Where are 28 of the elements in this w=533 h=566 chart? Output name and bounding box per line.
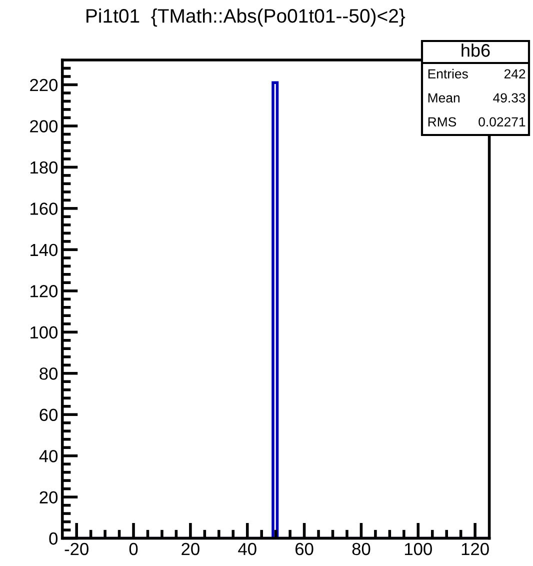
annotation: 0.02271 xyxy=(478,117,526,127)
y-tick-label: 180 xyxy=(30,161,58,174)
y-tick-label: 20 xyxy=(40,491,58,504)
y-tick-label: 80 xyxy=(40,368,58,380)
x-tick-label: 0 xyxy=(129,542,138,556)
x-tick-label: 60 xyxy=(296,542,314,556)
y-tick-label: 200 xyxy=(30,120,58,132)
annotation: Entries xyxy=(428,68,468,79)
annotation: Mean xyxy=(428,93,460,103)
y-tick-label: 60 xyxy=(40,408,58,422)
y-tick-label: 0 xyxy=(49,532,58,545)
y-tick-label: 160 xyxy=(30,202,58,215)
y-tick-label: 140 xyxy=(30,244,58,256)
x-tick-label: 40 xyxy=(238,542,256,556)
x-tick-label: 20 xyxy=(182,542,200,556)
x-tick-label: 120 xyxy=(462,542,489,556)
y-tick-label: 220 xyxy=(30,78,58,92)
text: 242 xyxy=(504,69,526,78)
x-tick-label: 100 xyxy=(404,542,432,556)
x-tick-label: -20 xyxy=(64,542,88,556)
annotation: RMS xyxy=(428,117,456,127)
text: 49.33 xyxy=(493,93,526,103)
y-tick-label: 100 xyxy=(30,326,58,339)
y-tick-label: 120 xyxy=(30,285,58,298)
x-tick-label: 80 xyxy=(352,542,370,556)
text: hb6 xyxy=(462,44,490,57)
y-tick-label: 40 xyxy=(39,450,58,462)
chart-title: Pi1t01 {TMath::Abs(Po01t01--50)<2} xyxy=(86,8,406,27)
